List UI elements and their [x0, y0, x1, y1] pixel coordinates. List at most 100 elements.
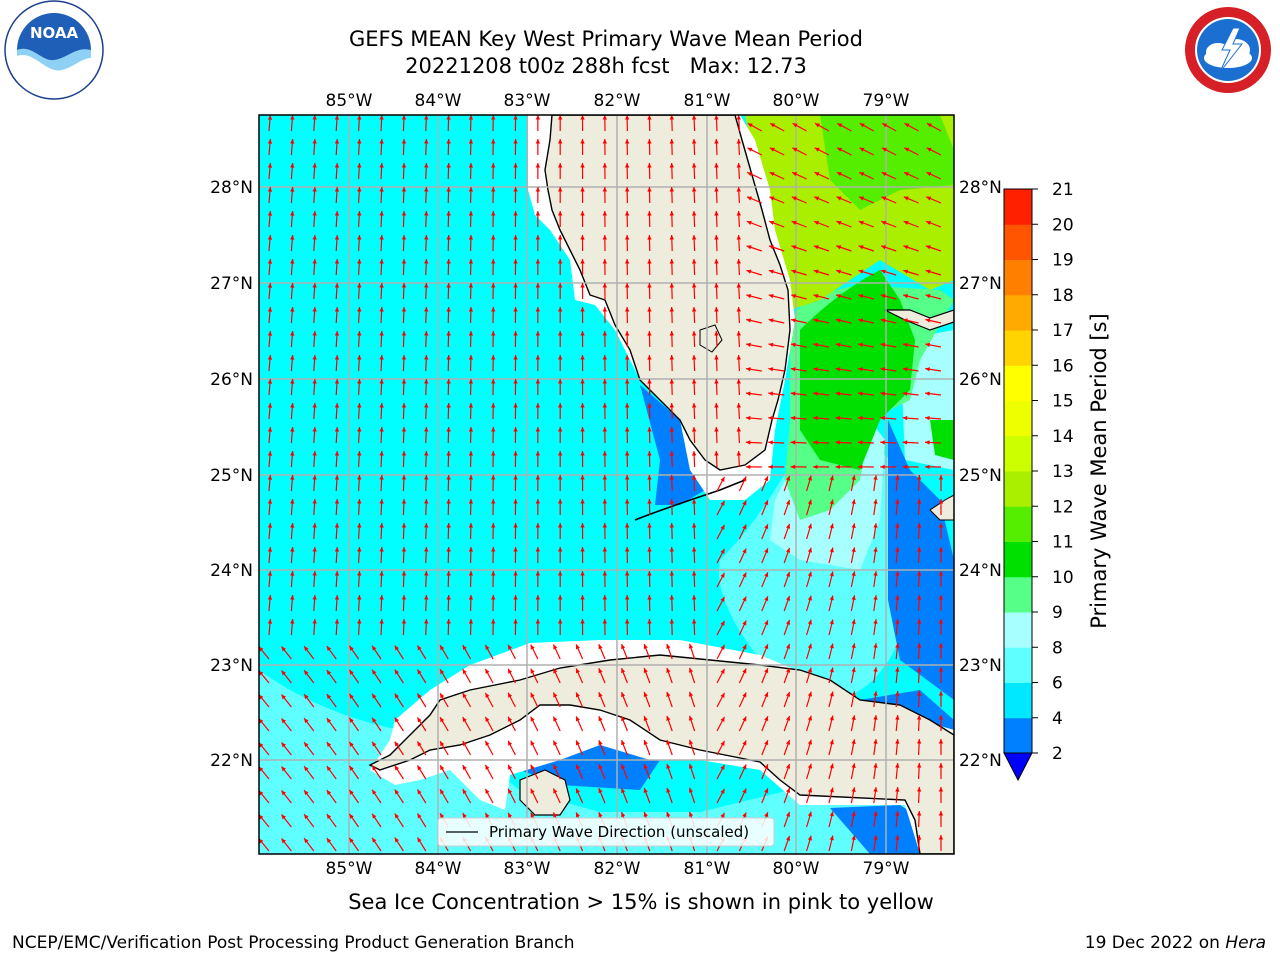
wave-arrow-head — [513, 307, 518, 312]
wave-arrow-head — [742, 548, 747, 554]
wave-arrow-head — [720, 788, 725, 794]
wave-arrow-head — [647, 283, 652, 288]
wave-arrow-head — [446, 259, 451, 264]
wave-arrow-head — [290, 523, 295, 528]
wave-arrow-head — [349, 717, 354, 723]
wave-arrow-head — [691, 523, 697, 528]
wave-arrow-head — [602, 427, 608, 432]
colorbar-segment — [1004, 506, 1032, 542]
wave-arrow-head — [334, 331, 340, 336]
wave-arrow-head — [602, 331, 608, 336]
wave-arrow-head — [785, 691, 791, 697]
wave-arrow-head — [326, 790, 332, 795]
wave-arrow-head — [312, 139, 317, 144]
wave-arrow-head — [925, 318, 931, 323]
period-zone-6-8-south — [259, 670, 954, 854]
wave-arrow-head — [334, 355, 340, 360]
wave-arrow-head — [535, 547, 541, 552]
wave-arrow-head — [813, 269, 819, 274]
wave-arrow-head — [835, 391, 841, 396]
wave-arrow-head — [742, 788, 747, 794]
wave-arrow-head — [379, 163, 384, 168]
wave-arrow-head — [785, 547, 791, 553]
wave-arrow-head — [267, 475, 273, 480]
wave-arrow-head — [814, 147, 820, 152]
wave-arrow-head — [290, 379, 295, 384]
wave-arrow-head — [768, 367, 774, 372]
wave-arrow-head — [938, 811, 944, 816]
wave-arrow-head — [742, 740, 747, 746]
wave-arrow-head — [312, 475, 317, 480]
wave-arrow-head — [621, 812, 626, 818]
wave-arrow-head — [859, 172, 865, 177]
wave-arrow-head — [647, 379, 652, 384]
wave-arrow-head — [446, 571, 451, 576]
wave-arrow-head — [267, 163, 273, 168]
wave-arrow-head — [720, 548, 725, 554]
wave-arrow-head — [926, 172, 932, 177]
wave-arrow-head — [379, 211, 384, 216]
wave-arrow-head — [857, 415, 863, 421]
wave-arrow-head — [462, 645, 467, 651]
wave-arrow-head — [394, 669, 400, 675]
wave-arrow-head — [312, 619, 317, 624]
wave-arrow-head — [938, 595, 944, 600]
wave-arrow-head — [807, 547, 812, 553]
wave-arrow-head — [829, 619, 834, 625]
colorbar-under-extension — [1003, 752, 1033, 782]
wave-arrow-head — [624, 427, 630, 432]
wave-arrow-head — [440, 693, 445, 699]
wave-arrow-head — [873, 811, 878, 816]
wave-arrow-head — [769, 220, 775, 225]
wave-arrow-head — [440, 645, 445, 651]
wave-arrow-head — [401, 523, 407, 528]
wave-arrow-head — [530, 764, 535, 770]
wave-arrow-head — [290, 619, 295, 624]
wave-arrow-head — [807, 499, 812, 505]
colorbar-tick-label: 20 — [1052, 215, 1074, 235]
wave-arrow-head — [895, 523, 900, 528]
wave-arrow-head — [895, 595, 900, 600]
lon-labels-bottom: 85°W 84°W 83°W 82°W 81°W 80°W 79°W — [326, 859, 910, 879]
wave-arrow-head — [666, 667, 671, 673]
lat-label: 25°N — [210, 466, 253, 486]
wave-arrow-head — [602, 403, 608, 408]
wave-arrow-head — [925, 464, 930, 470]
wave-arrow-head — [880, 440, 885, 445]
wave-arrow-head — [792, 172, 798, 177]
wave-arrow-head — [829, 811, 834, 817]
wave-arrow-head — [916, 643, 922, 648]
wave-arrow-head — [513, 571, 518, 576]
wave-arrow-head — [895, 619, 900, 624]
wave-arrow-head — [669, 187, 674, 192]
wave-arrow-head — [357, 115, 362, 120]
wave-arrow-head — [857, 367, 863, 372]
wave-arrow-head — [851, 571, 856, 577]
wave-arrow-head — [401, 115, 407, 120]
wave-arrow-head — [807, 811, 812, 817]
wave-arrow-head — [513, 163, 518, 168]
wave-arrow-head — [895, 763, 900, 768]
wave-arrow-head — [602, 163, 608, 168]
noaa-logo-text: NOAA — [30, 24, 79, 42]
colorbar-segment — [1004, 435, 1032, 472]
wave-arrow-head — [790, 464, 796, 470]
wave-arrow-head — [829, 715, 834, 721]
wave-arrow-head — [513, 379, 518, 384]
wave-arrow-head — [720, 668, 725, 674]
wave-arrow-head — [736, 307, 741, 312]
wave-arrow-head — [624, 259, 630, 264]
wave-arrow-head — [259, 670, 264, 676]
wave-arrow-head — [401, 619, 407, 624]
wave-arrow-head — [535, 259, 541, 264]
wave-arrow-head — [485, 788, 490, 794]
wave-arrow-head — [558, 211, 563, 216]
wave-arrow-head — [535, 211, 541, 216]
wave-arrow-head — [851, 691, 856, 697]
wave-arrow-head — [491, 307, 496, 312]
wave-arrow-head — [535, 187, 541, 192]
wave-arrow-head — [643, 716, 648, 721]
wave-arrow-head — [736, 379, 741, 384]
wave-arrow-head — [462, 693, 467, 699]
colorbar-tick-label: 6 — [1052, 674, 1063, 694]
